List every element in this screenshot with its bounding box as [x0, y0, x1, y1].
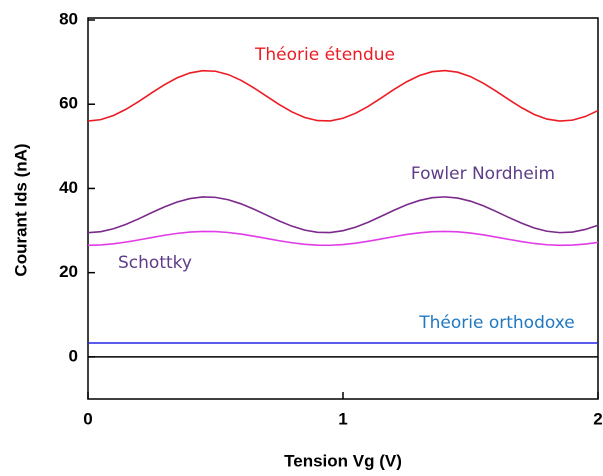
x-tick-label: 0 — [83, 409, 92, 428]
series-label: Théorie orthodoxe — [418, 313, 575, 333]
series-line — [87, 69, 599, 122]
y-tick-label: 60 — [59, 94, 78, 113]
series-label: Schottky — [118, 253, 192, 273]
y-axis-title: Courant Ids (nA) — [11, 143, 30, 276]
y-tick-label: 80 — [59, 9, 78, 28]
series-label: Théorie étendue — [254, 45, 395, 65]
y-tick-label: 40 — [59, 178, 78, 197]
plot-frame — [87, 17, 599, 400]
series-label: Fowler Nordheim — [411, 164, 555, 184]
y-tick-label: 0 — [69, 346, 78, 365]
x-axis-title: Tension Vg (V) — [284, 451, 402, 470]
y-tick-label: 20 — [59, 262, 78, 281]
series-line — [87, 230, 599, 247]
series-line — [87, 196, 599, 234]
x-tick-label: 2 — [593, 409, 602, 428]
x-tick-label: 1 — [338, 409, 347, 428]
